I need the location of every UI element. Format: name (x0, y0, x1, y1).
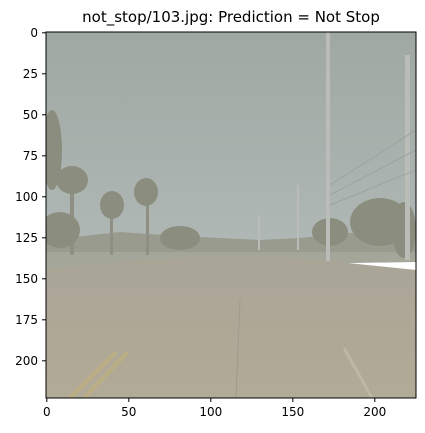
x-tick-labels: 0 50 100 150 200 (43, 405, 386, 419)
x-tick-label: 0 (43, 405, 51, 419)
x-axis (46, 398, 376, 402)
y-tick-label: 150 (15, 272, 38, 286)
y-tick-label: 200 (15, 354, 38, 368)
axes-frame (45, 31, 417, 399)
chart-title: not_stop/103.jpg: Prediction = Not Stop (82, 8, 380, 27)
y-tick-label: 25 (23, 67, 38, 81)
x-tick-label: 50 (121, 405, 136, 419)
lane-marking-right (342, 347, 374, 398)
road-crack (235, 299, 241, 398)
palm-trees (46, 110, 416, 258)
x-tick-label: 100 (199, 405, 222, 419)
lane-marking (68, 350, 130, 398)
power-lines (329, 129, 416, 206)
road-surface (46, 256, 416, 398)
y-tick-label: 125 (15, 231, 38, 245)
y-axis (42, 32, 46, 362)
y-tick-label: 0 (30, 26, 38, 40)
x-tick-label: 200 (363, 405, 386, 419)
utility-pole (258, 32, 410, 262)
x-tick-label: 150 (281, 405, 304, 419)
y-tick-label: 100 (15, 190, 38, 204)
y-tick-label: 175 (15, 313, 38, 327)
y-tick-label: 75 (23, 149, 38, 163)
image-area (46, 32, 416, 398)
y-tick-labels: 0 25 50 75 100 125 150 175 200 (15, 26, 38, 368)
y-tick-label: 50 (23, 108, 38, 122)
